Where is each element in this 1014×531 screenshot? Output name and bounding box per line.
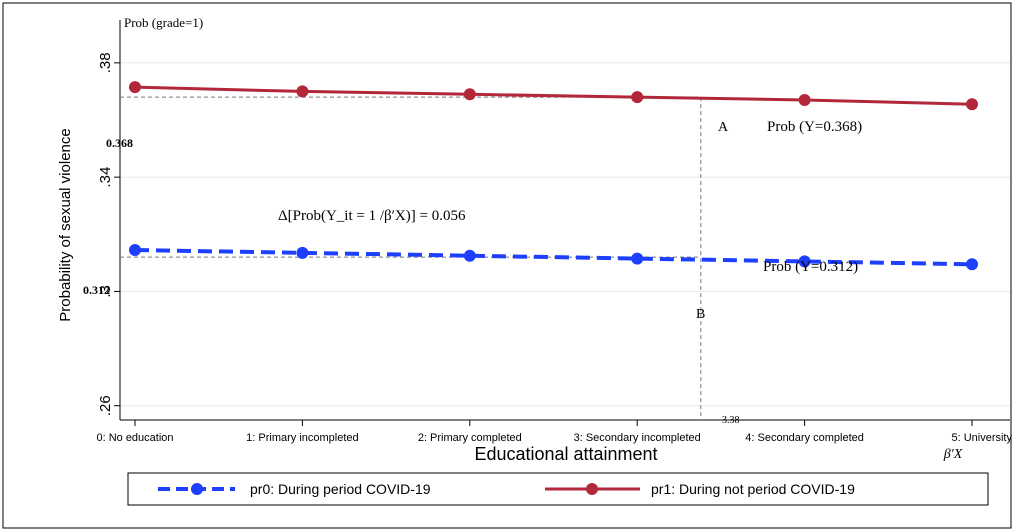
ref-upper-label: 0.368 — [106, 136, 133, 150]
data-point-pr1 — [129, 81, 141, 94]
x-tick-label: 1: Primary incompleted — [246, 432, 359, 444]
series-line-pr1 — [134, 85, 973, 106]
data-point-pr0 — [631, 252, 644, 265]
legend-label-pr0: pr0: During period COVID-19 — [250, 481, 431, 497]
gridlines — [120, 62, 1010, 407]
series-layer — [129, 81, 978, 271]
legend-box — [127, 472, 989, 506]
x-ticks: 0: No education 1: Primary incompleted 2: … — [96, 420, 1012, 444]
ref-x-label: 3.38 — [722, 415, 740, 426]
y-tick-label: .3 — [97, 285, 114, 298]
x-tick-label: 0: No education — [96, 432, 173, 444]
data-point-pr0 — [463, 249, 476, 262]
plot-area — [120, 20, 1010, 420]
y-tick-label: .38 — [97, 52, 114, 73]
x-tick-label: 4: Secondary completed — [745, 432, 864, 444]
chart-title: Prob (grade=1) — [124, 15, 203, 30]
legend: pr0: During period COVID-19 pr1: During … — [127, 472, 989, 506]
data-point-pr1 — [296, 85, 309, 98]
annotation-label-b: B — [696, 307, 705, 322]
x-axis-secondary-label: β′X — [943, 447, 963, 462]
x-tick-label: 2: Primary completed — [418, 432, 522, 444]
y-axis-label: Probability of sexual violence — [57, 128, 74, 321]
legend-marker-pr1 — [586, 483, 598, 495]
y-tick-label: .34 — [97, 167, 114, 188]
data-point-pr0 — [129, 244, 141, 256]
y-tick-label: .26 — [97, 395, 114, 416]
legend-label-pr1: pr1: During not period COVID-19 — [651, 481, 855, 497]
ref-lower-label: 0.312 — [83, 283, 110, 297]
data-point-pr0 — [966, 258, 978, 271]
data-point-pr0 — [296, 246, 309, 259]
data-point-pr1 — [631, 91, 644, 104]
data-point-pr1 — [798, 94, 811, 106]
y-ticks: .26 .3 .34 .38 — [97, 52, 120, 416]
legend-marker-pr0 — [191, 483, 203, 495]
series-line-pr0 — [134, 248, 973, 267]
x-axis-label: Educational attainment — [474, 444, 657, 464]
x-tick-label: 3: Secondary incompleted — [574, 432, 701, 444]
data-point-pr0 — [798, 255, 811, 268]
data-point-pr1 — [463, 88, 476, 101]
delta-annotation: Δ[Prob(Y_it = 1 /β′X)] = 0.056 — [278, 208, 466, 224]
annotation-prob-b: Prob (Y=0.312) — [763, 259, 858, 275]
x-tick-label: 5: University — [951, 432, 1012, 444]
annotation-label-a: A — [718, 120, 729, 135]
data-point-pr1 — [966, 98, 978, 111]
annotation-prob-a: Prob (Y=0.368) — [767, 119, 862, 135]
